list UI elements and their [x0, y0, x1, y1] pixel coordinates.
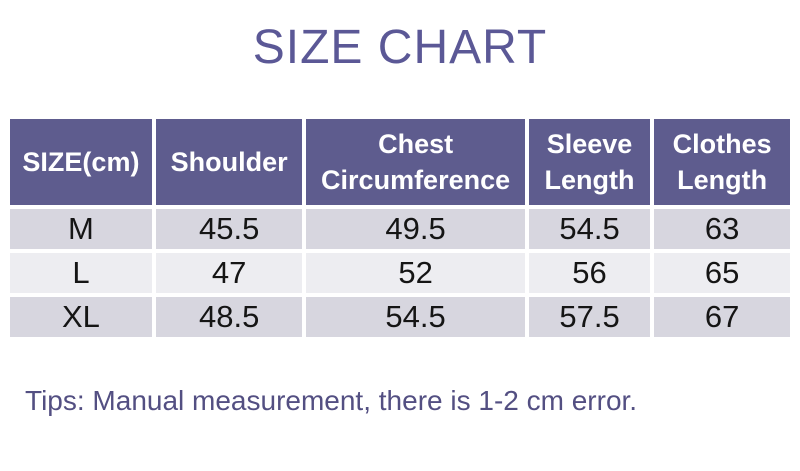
size-table-body: M 45.5 49.5 54.5 63 L 47 52 56 65 XL 48.…	[10, 209, 790, 338]
header-row: SIZE(cm) Shoulder Chest Circumference Sl…	[10, 119, 790, 206]
cell-chest-m: 49.5	[306, 209, 525, 250]
cell-clothes-xl: 67	[654, 297, 790, 338]
column-header-clothes: Clothes Length	[654, 119, 790, 206]
cell-shoulder-m: 45.5	[155, 209, 303, 250]
cell-sleeve-l: 56	[528, 253, 651, 294]
cell-sleeve-m: 54.5	[528, 209, 651, 250]
cell-clothes-m: 63	[654, 209, 790, 250]
page-title: SIZE CHART	[252, 21, 548, 74]
column-header-size: SIZE(cm)	[10, 119, 152, 206]
table-row-xl: XL 48.5 54.5 57.5 67	[10, 297, 790, 338]
cell-chest-l: 52	[306, 253, 525, 294]
size-table-header: SIZE(cm) Shoulder Chest Circumference Sl…	[10, 119, 790, 206]
size-table: SIZE(cm) Shoulder Chest Circumference Sl…	[6, 115, 794, 341]
cell-size-l: L	[10, 253, 152, 294]
cell-shoulder-l: 47	[155, 253, 303, 294]
cell-size-m: M	[10, 209, 152, 250]
cell-size-xl: XL	[10, 297, 152, 338]
table-row-m: M 45.5 49.5 54.5 63	[10, 209, 790, 250]
column-header-shoulder: Shoulder	[155, 119, 303, 206]
cell-clothes-l: 65	[654, 253, 790, 294]
table-row-l: L 47 52 56 65	[10, 253, 790, 294]
cell-sleeve-xl: 57.5	[528, 297, 651, 338]
tip-text: Tips: Manual measurement, there is 1-2 c…	[25, 385, 638, 417]
cell-shoulder-xl: 48.5	[155, 297, 303, 338]
column-header-sleeve: Sleeve Length	[528, 119, 651, 206]
cell-chest-xl: 54.5	[306, 297, 525, 338]
column-header-chest: Chest Circumference	[306, 119, 525, 206]
